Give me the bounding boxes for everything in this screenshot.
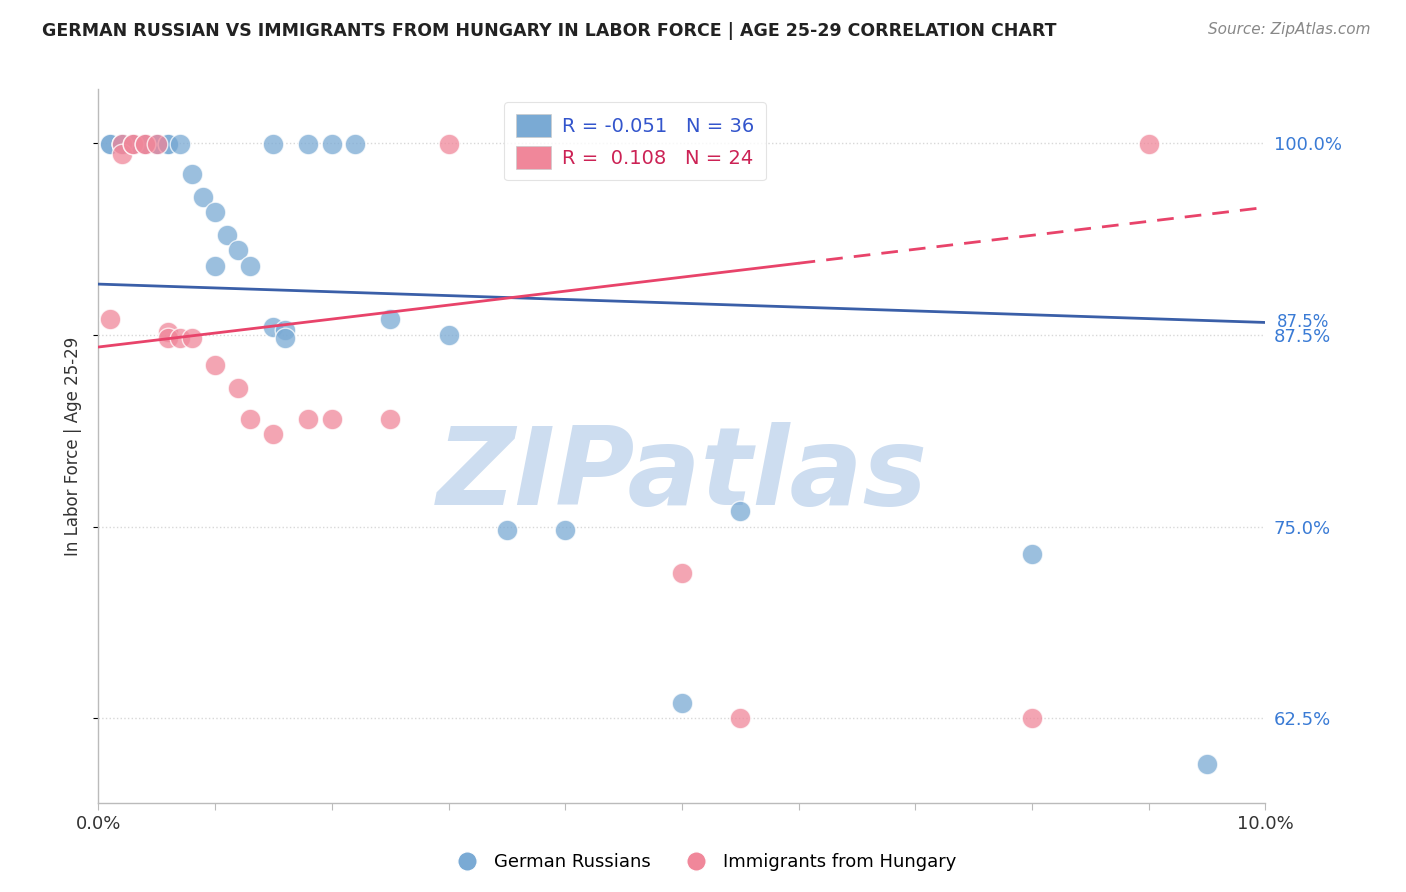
- Point: [1021, 547, 1043, 561]
- Point: [146, 137, 169, 152]
- Point: [495, 523, 517, 537]
- Point: [157, 331, 180, 345]
- Point: [671, 566, 693, 580]
- Point: [180, 331, 202, 345]
- Point: [378, 312, 402, 326]
- Point: [321, 137, 343, 152]
- Point: [228, 244, 250, 258]
- Y-axis label: In Labor Force | Age 25-29: In Labor Force | Age 25-29: [65, 336, 83, 556]
- Point: [169, 137, 191, 152]
- Point: [728, 504, 751, 518]
- Text: GERMAN RUSSIAN VS IMMIGRANTS FROM HUNGARY IN LABOR FORCE | AGE 25-29 CORRELATION: GERMAN RUSSIAN VS IMMIGRANTS FROM HUNGAR…: [42, 22, 1057, 40]
- Text: ZIPatlas: ZIPatlas: [436, 422, 928, 527]
- Point: [193, 189, 215, 203]
- Point: [146, 137, 169, 152]
- Point: [111, 146, 134, 161]
- Point: [344, 137, 367, 152]
- Point: [274, 331, 297, 345]
- Point: [378, 412, 402, 426]
- Point: [111, 137, 134, 152]
- Point: [1021, 711, 1043, 725]
- Point: [180, 167, 202, 181]
- Point: [134, 137, 156, 152]
- Point: [437, 137, 460, 152]
- Point: [728, 711, 751, 725]
- Point: [239, 412, 262, 426]
- Point: [554, 523, 576, 537]
- Point: [111, 137, 134, 152]
- Point: [122, 137, 145, 152]
- Point: [111, 137, 134, 152]
- Point: [122, 137, 145, 152]
- Point: [157, 325, 180, 339]
- Point: [157, 137, 180, 152]
- Point: [169, 331, 191, 345]
- Point: [437, 327, 460, 342]
- Point: [122, 137, 145, 152]
- Point: [157, 137, 180, 152]
- Legend: German Russians, Immigrants from Hungary: German Russians, Immigrants from Hungary: [441, 847, 965, 879]
- Point: [134, 137, 156, 152]
- Point: [134, 137, 156, 152]
- Point: [262, 320, 284, 334]
- Point: [239, 259, 262, 273]
- Point: [671, 696, 693, 710]
- Point: [274, 323, 297, 337]
- Point: [228, 381, 250, 395]
- Point: [262, 137, 284, 152]
- Point: [297, 412, 319, 426]
- Point: [134, 137, 156, 152]
- Point: [321, 412, 343, 426]
- Point: [98, 137, 121, 152]
- Legend: R = -0.051   N = 36, R =  0.108   N = 24: R = -0.051 N = 36, R = 0.108 N = 24: [505, 103, 766, 180]
- Point: [122, 137, 145, 152]
- Point: [98, 137, 121, 152]
- Point: [297, 137, 319, 152]
- Point: [204, 359, 226, 373]
- Text: 87.5%: 87.5%: [1277, 313, 1329, 332]
- Point: [1137, 137, 1160, 152]
- Point: [204, 205, 226, 219]
- Text: Source: ZipAtlas.com: Source: ZipAtlas.com: [1208, 22, 1371, 37]
- Point: [262, 427, 284, 442]
- Point: [215, 227, 238, 242]
- Point: [98, 312, 121, 326]
- Point: [204, 259, 226, 273]
- Point: [1195, 757, 1218, 772]
- Point: [146, 137, 169, 152]
